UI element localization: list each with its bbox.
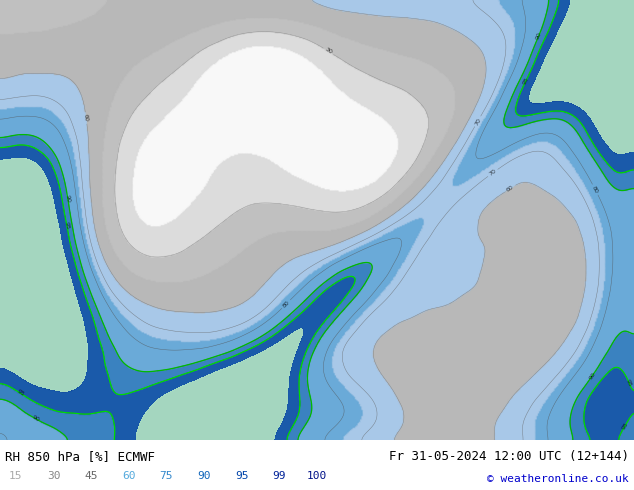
Text: 60: 60 [506,184,515,193]
Text: 80: 80 [591,185,599,194]
Text: 100: 100 [307,471,327,481]
Text: 30: 30 [47,471,60,481]
Text: 30: 30 [324,47,333,55]
Text: 99: 99 [273,471,286,481]
Text: 15: 15 [9,471,23,481]
Text: 95: 95 [63,221,70,230]
Text: 70: 70 [488,169,498,177]
Text: 95: 95 [621,421,629,431]
Text: © weatheronline.co.uk: © weatheronline.co.uk [487,474,629,484]
Text: 60: 60 [122,471,136,481]
Text: 60: 60 [83,114,89,122]
Text: 95: 95 [522,76,530,86]
Text: 90: 90 [197,471,211,481]
Text: 95: 95 [235,471,249,481]
Text: 75: 75 [160,471,173,481]
Text: 90: 90 [535,31,543,40]
Text: Fr 31-05-2024 12:00 UTC (12+144): Fr 31-05-2024 12:00 UTC (12+144) [389,450,629,463]
Text: 80: 80 [281,299,290,309]
Text: 45: 45 [84,471,98,481]
Text: RH 850 hPa [%] ECMWF: RH 850 hPa [%] ECMWF [5,450,155,463]
Text: 70: 70 [474,117,482,126]
Text: 95: 95 [16,389,25,397]
Text: 95: 95 [625,378,633,388]
Text: 90: 90 [65,195,71,203]
Text: 90: 90 [31,415,40,423]
Text: 90: 90 [588,371,597,380]
